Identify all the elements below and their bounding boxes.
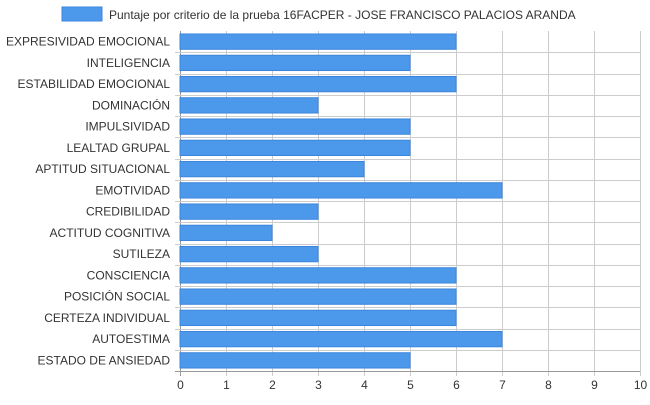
x-tick-label: 8: [545, 378, 552, 392]
x-tick-labels: 0 1 2 3 4 5 6 7 8 9 10: [177, 378, 647, 392]
category-label: SUTILEZA: [113, 247, 170, 261]
x-tick-label: 10: [634, 378, 648, 392]
x-tick-label: 0: [177, 378, 184, 392]
bar: [179, 182, 503, 199]
bar: [179, 288, 457, 305]
bar: [179, 97, 319, 114]
category-label: CONSCIENCIA: [87, 268, 170, 282]
bar: [179, 33, 457, 50]
bar: [179, 118, 411, 135]
bar: [179, 224, 273, 242]
bar: [179, 309, 457, 327]
category-label: CERTEZA INDIVIDUAL: [44, 311, 170, 325]
category-label: ESTABILIDAD EMOCIONAL: [18, 77, 171, 91]
category-label: AUTOESTIMA: [92, 332, 170, 346]
category-label: DOMINACIÓN: [92, 97, 170, 112]
x-tick-label: 4: [361, 378, 368, 392]
category-label: POSICIÓN SOCIAL: [64, 289, 170, 304]
category-label: IMPULSIVIDAD: [85, 120, 170, 134]
x-tick-label: 7: [499, 378, 506, 392]
category-label: ACTITUD COGNITIVA: [50, 226, 170, 240]
category-label: LEALTAD GRUPAL: [67, 141, 171, 155]
legend-label: Puntaje por criterio de la prueba 16FACP…: [109, 8, 576, 22]
bar: [179, 203, 319, 220]
legend[interactable]: Puntaje por criterio de la prueba 16FACP…: [61, 6, 576, 22]
bar: [179, 352, 411, 369]
x-tick-label: 3: [315, 378, 322, 392]
bar: [179, 330, 503, 348]
x-tick-label: 2: [269, 378, 276, 392]
bar: [179, 245, 319, 263]
category-label: ESTADO DE ANSIEDAD: [38, 353, 171, 367]
category-labels: EXPRESIVIDAD EMOCIONAL INTELIGENCIA ESTABI…: [6, 35, 170, 368]
legend-swatch: [61, 6, 103, 22]
bar: [179, 75, 457, 93]
category-label: INTELIGENCIA: [87, 56, 170, 70]
x-tick-label: 5: [407, 378, 414, 392]
category-label: APTITUD SITUACIONAL: [35, 162, 170, 176]
x-tick-label: 1: [223, 378, 230, 392]
x-tick-label: 9: [591, 378, 598, 392]
category-label: EMOTIVIDAD: [95, 183, 170, 197]
x-tick-label: 6: [453, 378, 460, 392]
bar: [179, 54, 411, 72]
bars: [179, 33, 503, 369]
category-label: CREDIBILIDAD: [86, 205, 170, 219]
bar: [179, 139, 411, 157]
bar: [179, 160, 365, 178]
category-label: EXPRESIVIDAD EMOCIONAL: [6, 35, 170, 49]
bar: [179, 267, 457, 284]
